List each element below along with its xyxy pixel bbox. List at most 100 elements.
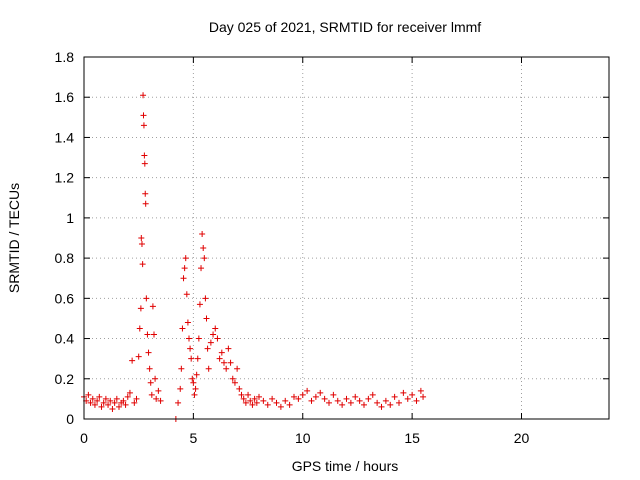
data-point xyxy=(253,399,260,406)
data-point xyxy=(304,387,311,394)
data-point xyxy=(198,265,205,272)
data-point xyxy=(143,295,150,302)
y-tick-label: 0.6 xyxy=(55,290,75,306)
data-point xyxy=(218,349,225,356)
data-point xyxy=(182,255,189,262)
data-point xyxy=(177,385,184,392)
data-point xyxy=(193,371,200,378)
grid-lines xyxy=(84,57,609,419)
data-point xyxy=(339,401,346,408)
data-point xyxy=(413,397,420,404)
data-point xyxy=(141,160,148,167)
data-point xyxy=(98,403,105,410)
data-point xyxy=(155,387,162,394)
data-point xyxy=(138,241,145,248)
y-tick-label: 0.8 xyxy=(55,250,75,266)
data-point xyxy=(179,325,186,332)
data-point xyxy=(223,365,230,372)
data-point xyxy=(135,353,142,360)
data-point xyxy=(240,395,247,402)
data-point xyxy=(186,335,192,342)
data-point xyxy=(247,397,254,404)
data-point xyxy=(107,397,114,404)
data-point xyxy=(138,235,145,241)
data-point xyxy=(378,403,385,410)
data-point xyxy=(142,200,149,207)
data-point xyxy=(140,122,147,129)
data-point xyxy=(330,391,337,398)
data-point xyxy=(126,389,133,396)
data-point xyxy=(140,92,147,99)
data-point xyxy=(251,395,258,402)
data-point xyxy=(204,345,211,352)
data-point xyxy=(260,397,267,404)
data-point xyxy=(420,393,427,400)
x-tick-label: 15 xyxy=(404,430,420,446)
data-point xyxy=(100,399,107,406)
data-point xyxy=(91,401,98,408)
data-point xyxy=(245,391,252,398)
data-point xyxy=(374,399,381,406)
y-tick-label: 1.2 xyxy=(55,170,75,186)
data-point xyxy=(178,365,185,372)
data-point xyxy=(205,365,212,372)
data-point xyxy=(129,357,136,364)
data-point xyxy=(396,399,402,406)
data-point xyxy=(131,399,138,406)
data-point xyxy=(203,315,210,322)
data-point xyxy=(105,401,112,408)
data-point xyxy=(124,393,131,400)
data-point xyxy=(189,375,196,382)
data-point xyxy=(145,349,152,356)
data-point xyxy=(249,401,256,408)
data-point xyxy=(111,399,118,406)
y-axis-label: SRMTID / TECUs xyxy=(6,183,22,293)
data-point xyxy=(409,391,416,398)
data-point xyxy=(295,395,302,402)
data-point xyxy=(194,355,201,362)
data-point xyxy=(231,379,238,386)
data-point xyxy=(153,395,160,402)
data-point xyxy=(282,397,289,404)
data-point xyxy=(157,397,164,404)
y-tick-label: 0.2 xyxy=(55,371,75,387)
y-tick-label: 1 xyxy=(66,210,74,226)
data-point xyxy=(184,319,191,326)
data-point xyxy=(94,397,101,404)
data-point xyxy=(404,395,411,402)
data-point xyxy=(326,399,332,406)
data-point xyxy=(321,395,328,402)
data-point xyxy=(146,365,153,372)
data-point xyxy=(216,355,223,362)
data-point xyxy=(264,401,271,408)
data-point xyxy=(225,345,232,352)
data-point xyxy=(191,391,198,398)
data-point xyxy=(183,291,190,298)
x-axis-label: GPS time / hours xyxy=(292,458,399,474)
data-point xyxy=(382,397,389,404)
data-point xyxy=(269,395,276,402)
data-point xyxy=(190,379,197,386)
data-point xyxy=(277,403,284,410)
data-point xyxy=(221,359,227,366)
data-point xyxy=(148,391,155,398)
data-point xyxy=(200,245,207,252)
data-point xyxy=(286,401,293,408)
data-point xyxy=(227,359,234,366)
data-point xyxy=(236,385,243,392)
data-point xyxy=(256,393,262,400)
data-point xyxy=(199,230,206,237)
data-point xyxy=(139,261,146,268)
data-point xyxy=(238,391,245,398)
data-point xyxy=(291,393,297,400)
data-point xyxy=(387,401,394,408)
data-point xyxy=(234,365,241,372)
data-point xyxy=(137,305,144,312)
data-point xyxy=(201,255,208,262)
data-point xyxy=(85,391,92,398)
data-point xyxy=(141,152,148,159)
data-point xyxy=(122,401,129,408)
chart-title: Day 025 of 2021, SRMTID for receiver lmm… xyxy=(209,19,481,35)
data-point xyxy=(210,331,217,338)
data-point xyxy=(229,375,236,382)
